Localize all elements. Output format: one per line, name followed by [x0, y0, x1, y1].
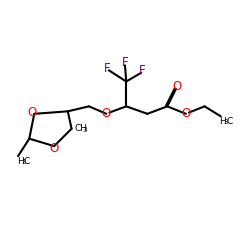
- Text: C: C: [226, 117, 232, 126]
- Text: F: F: [122, 56, 128, 69]
- Text: H: H: [17, 157, 24, 166]
- Text: 3: 3: [224, 119, 228, 125]
- Text: 3: 3: [82, 127, 87, 133]
- Text: O: O: [50, 142, 59, 154]
- Text: O: O: [28, 106, 37, 119]
- Text: F: F: [104, 62, 111, 75]
- Text: F: F: [139, 64, 146, 77]
- Text: H: H: [220, 117, 226, 126]
- Text: O: O: [181, 107, 190, 120]
- Text: C: C: [24, 157, 30, 166]
- Text: O: O: [102, 107, 111, 120]
- Text: 3: 3: [21, 158, 25, 164]
- Text: O: O: [172, 80, 182, 93]
- Text: CH: CH: [74, 124, 88, 133]
